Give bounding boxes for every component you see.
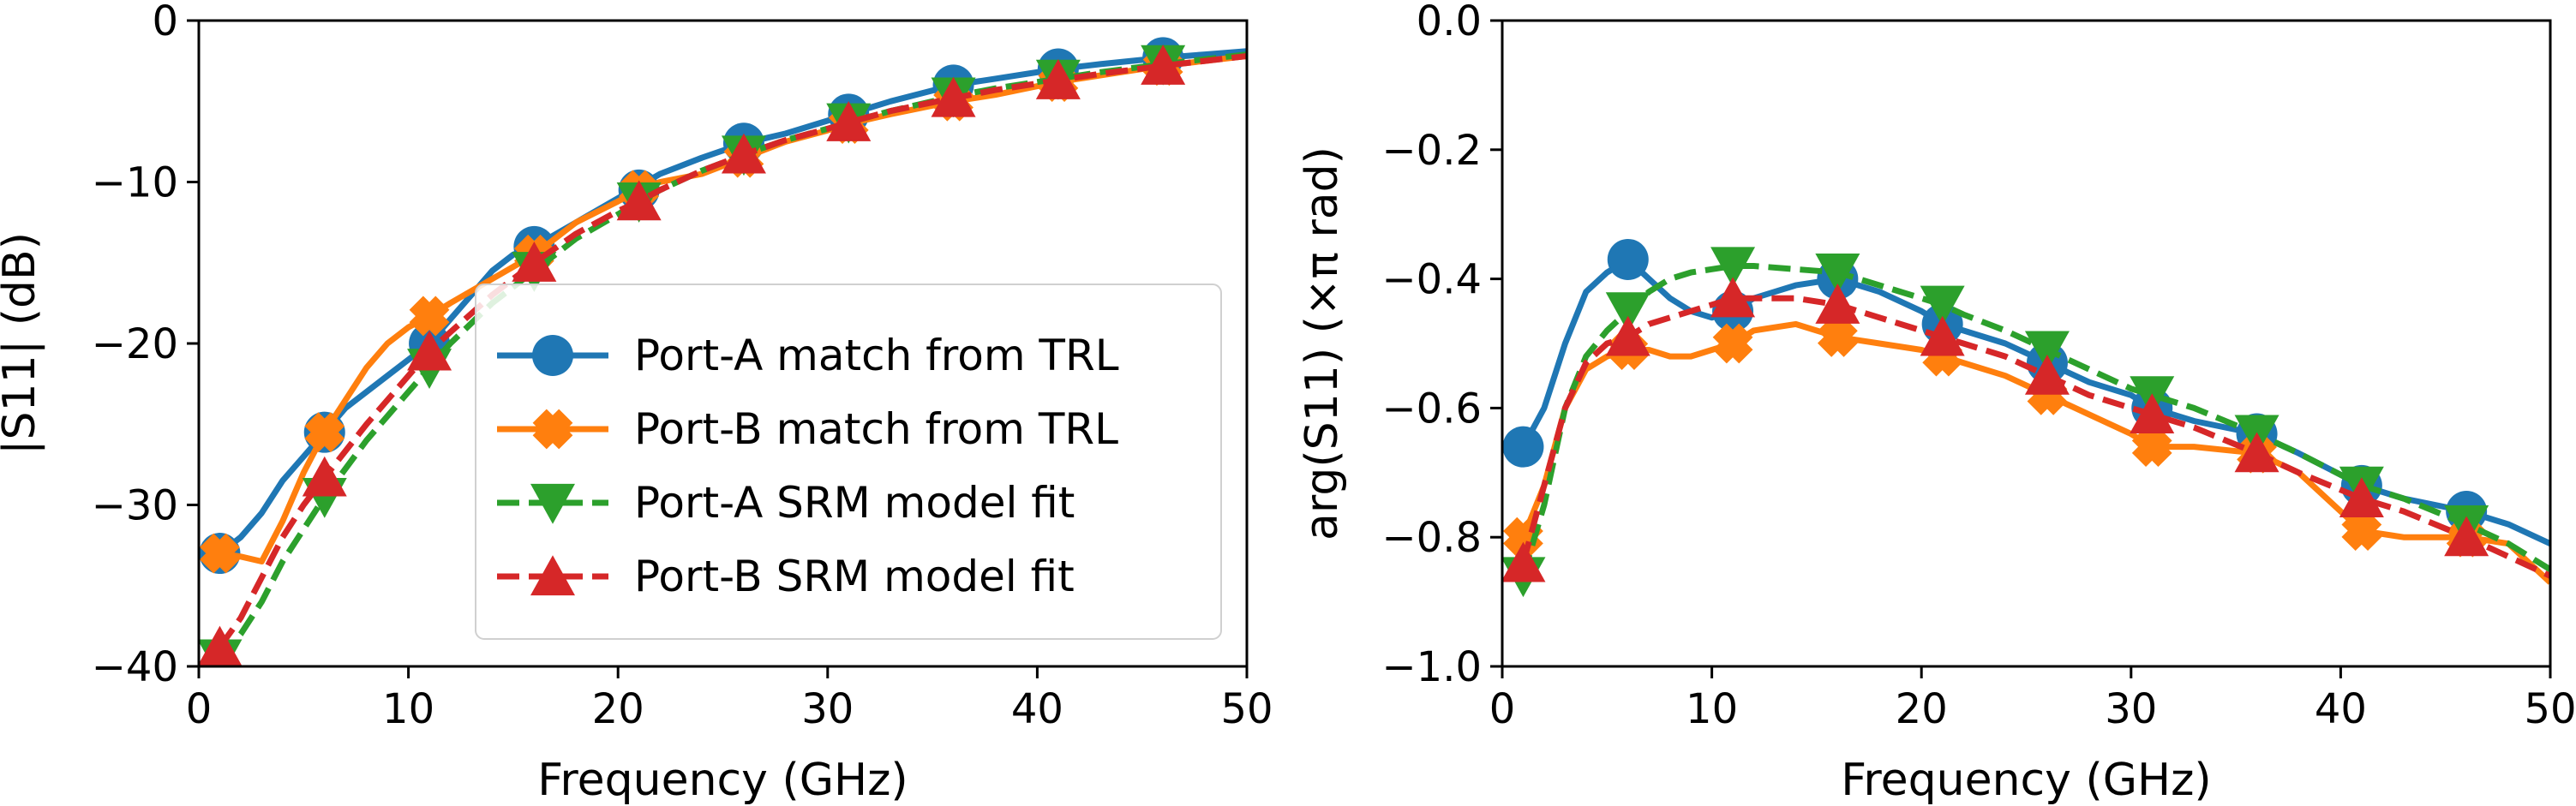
data-point [302, 456, 347, 497]
x-tick-label: 10 [382, 685, 434, 733]
y-tick-label: −0.8 [1381, 514, 1482, 562]
data-point [1710, 277, 1756, 318]
legend-entry: Port-A match from TRL [497, 331, 1119, 380]
data-point [1712, 323, 1753, 364]
axes-frame [1501, 19, 2552, 668]
y-tick-label: −0.6 [1381, 385, 1482, 433]
x-tick-label: 20 [1896, 685, 1948, 733]
y-tick-label: −0.2 [1381, 127, 1482, 175]
data-point [1817, 317, 1858, 357]
x-tick-label: 40 [1011, 685, 1063, 733]
data-point [407, 330, 452, 371]
data-point [931, 76, 976, 117]
y-tick-label: −40 [92, 643, 178, 691]
x-tick-label: 50 [2524, 685, 2576, 733]
data-point [2130, 393, 2175, 434]
legend-label: Port-A SRM model fit [634, 478, 1075, 528]
x-tick-label: 10 [1686, 685, 1738, 733]
legend-entry: Port-B match from TRL [497, 404, 1118, 454]
data-point [1920, 315, 1965, 356]
series-4 [1502, 277, 2550, 582]
data-point [1607, 238, 1649, 280]
y-tick-label: −0.4 [1381, 256, 1482, 304]
magnitude-panel: 0 10 20 30 40 50 −40 −30 −20 −10 0 Frequency (GHz) |… [0, 0, 1273, 806]
data-point [1502, 426, 1544, 468]
legend-label: Port-B match from TRL [634, 404, 1118, 454]
series-2 [1503, 317, 2550, 585]
x-axis-label: Frequency (GHz) [537, 755, 908, 806]
y-axis-label: arg(S11) (×π rad) [1297, 146, 1348, 540]
data-point [2444, 516, 2489, 557]
data-point [304, 412, 345, 453]
y-tick-label: −10 [92, 159, 178, 207]
data-point [1605, 315, 1650, 356]
data-point [2024, 331, 2070, 372]
data-point [1920, 285, 1965, 326]
data-point [616, 180, 662, 221]
data-point [2341, 510, 2382, 552]
series-3 [1502, 247, 2550, 598]
data-point [2339, 477, 2384, 518]
data-point [1141, 45, 1186, 85]
data-point [2024, 355, 2070, 395]
legend: Port-A match from TRL Port-B match from T… [475, 284, 1222, 640]
legend-marker [530, 555, 575, 596]
data-point [1815, 253, 1860, 294]
y-tick-label: 0 [152, 0, 178, 45]
legend-marker [530, 483, 575, 524]
plot-area [199, 37, 1247, 666]
x-tick-label: 20 [592, 685, 644, 733]
y-axis-label: |S11| (dB) [0, 232, 45, 455]
y-tick-label: −1.0 [1381, 643, 1482, 691]
legend-label: Port-A match from TRL [634, 331, 1119, 380]
y-tick-label: 0.0 [1417, 0, 1482, 45]
data-point [721, 133, 766, 174]
x-tick-label: 40 [2315, 685, 2367, 733]
data-point [199, 625, 243, 666]
data-point [1815, 284, 1860, 324]
legend-marker [532, 409, 573, 450]
legend-frame [475, 284, 1222, 640]
x-axis-label: Frequency (GHz) [1841, 755, 2211, 806]
data-point [1502, 541, 1546, 582]
legend-marker [532, 335, 573, 376]
data-point [1710, 247, 1756, 288]
data-point [2234, 432, 2279, 473]
legend-entry: Port-B SRM model fit [497, 552, 1075, 601]
data-point [1605, 292, 1650, 332]
data-point [2131, 427, 2172, 468]
plot-area [1502, 238, 2550, 598]
series-line [1520, 263, 2550, 577]
x-tick-label: 50 [1220, 685, 1273, 733]
data-point [409, 296, 450, 337]
x-tick-label: 30 [2105, 685, 2157, 733]
data-point [512, 242, 557, 282]
data-point [826, 101, 872, 141]
x-tick-label: 30 [801, 685, 854, 733]
legend-label: Port-B SRM model fit [634, 552, 1075, 601]
x-tick-label: 0 [1489, 685, 1516, 733]
data-point [1035, 59, 1081, 99]
phase-panel: 0 10 20 30 40 50 −1.0 −0.8 −0.6 −0.4 −0.2 0.0 Freque… [1297, 0, 2576, 806]
y-tick-label: −30 [92, 482, 178, 530]
x-tick-label: 0 [186, 685, 213, 733]
y-tick-label: −20 [92, 320, 178, 368]
legend-entry: Port-A SRM model fit [497, 478, 1075, 528]
series-4 [199, 45, 1247, 666]
data-point [200, 533, 240, 574]
